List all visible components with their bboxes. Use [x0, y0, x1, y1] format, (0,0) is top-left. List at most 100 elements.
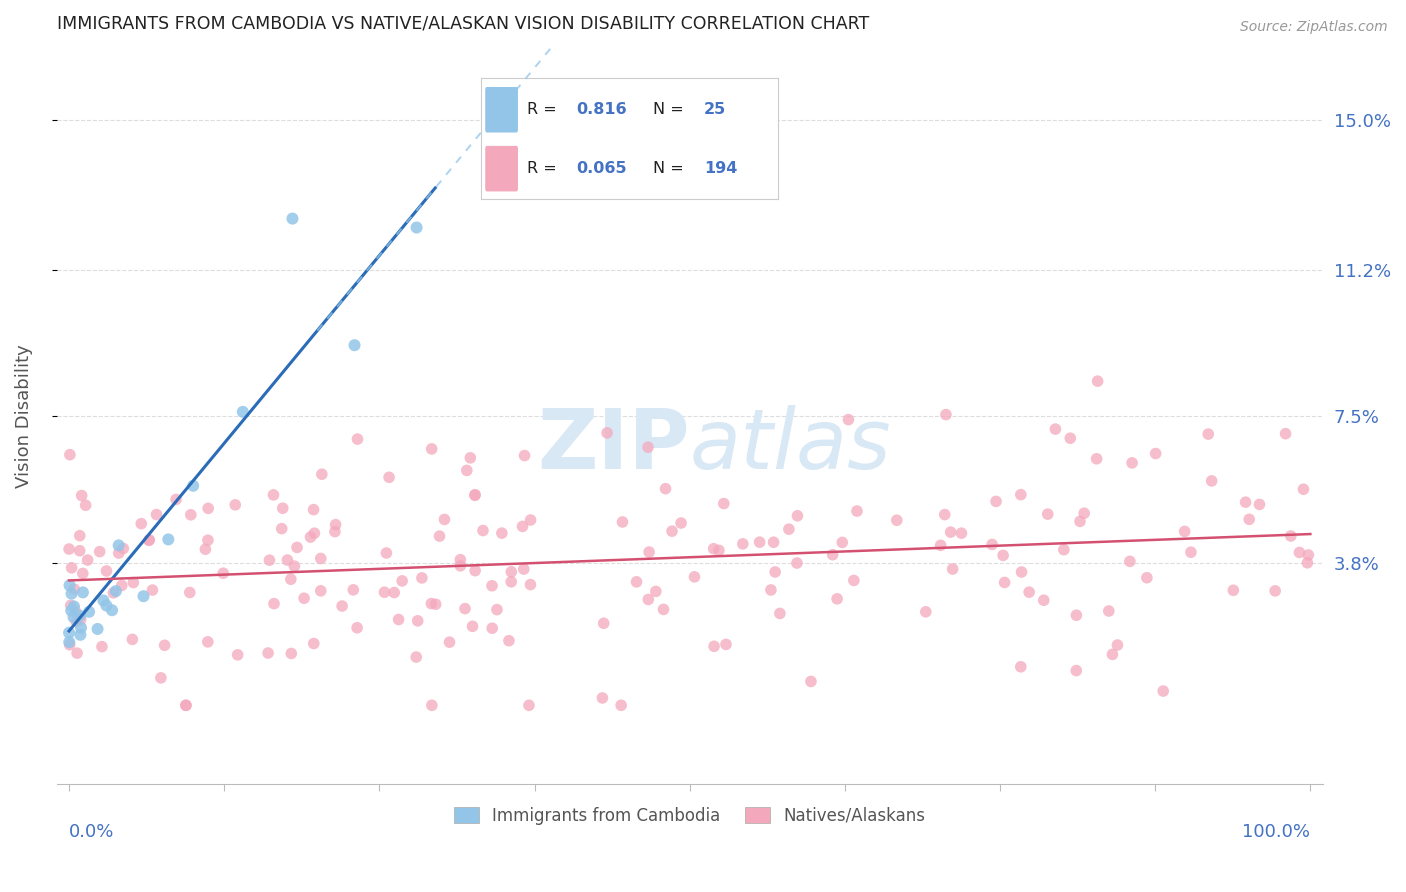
Point	[1136, 571, 1159, 585]
Point	[1036, 507, 1059, 521]
Point	[58, 578, 80, 592]
Point	[748, 535, 770, 549]
Point	[405, 220, 427, 235]
Point	[501, 574, 523, 589]
Point	[145, 508, 167, 522]
Point	[762, 535, 785, 549]
Point	[984, 494, 1007, 508]
Point	[1101, 648, 1123, 662]
Point	[1085, 451, 1108, 466]
Point	[1298, 548, 1320, 562]
Point	[1237, 512, 1260, 526]
Point	[591, 690, 613, 705]
Point	[1234, 495, 1257, 509]
Point	[70, 621, 93, 635]
Point	[382, 585, 405, 599]
Point	[76, 553, 98, 567]
Point	[271, 501, 294, 516]
Point	[346, 432, 368, 446]
Point	[425, 597, 447, 611]
Point	[72, 585, 94, 599]
Point	[375, 546, 398, 560]
Point	[96, 564, 118, 578]
Point	[842, 574, 865, 588]
Point	[1107, 638, 1129, 652]
Point	[281, 211, 304, 226]
Point	[786, 556, 808, 570]
Point	[1045, 422, 1067, 436]
Point	[77, 605, 100, 619]
Text: atlas: atlas	[690, 405, 891, 486]
Point	[1010, 488, 1032, 502]
Text: 100.0%: 100.0%	[1243, 823, 1310, 841]
Text: IMMIGRANTS FROM CAMBODIA VS NATIVE/ALASKAN VISION DISABILITY CORRELATION CHART: IMMIGRANTS FROM CAMBODIA VS NATIVE/ALASK…	[56, 15, 869, 33]
Point	[1197, 427, 1219, 442]
Point	[302, 502, 325, 516]
Point	[1288, 545, 1310, 559]
Point	[517, 698, 540, 713]
Point	[731, 537, 754, 551]
Point	[103, 586, 125, 600]
Point	[378, 470, 401, 484]
Point	[637, 440, 659, 454]
Point	[283, 559, 305, 574]
Point	[1121, 456, 1143, 470]
Point	[91, 640, 114, 654]
Point	[406, 614, 429, 628]
Point	[107, 546, 129, 560]
Point	[485, 602, 508, 616]
Point	[778, 522, 800, 536]
Point	[69, 628, 91, 642]
Point	[825, 591, 848, 606]
Point	[942, 562, 965, 576]
Point	[276, 553, 298, 567]
Point	[59, 448, 82, 462]
Point	[1069, 514, 1091, 528]
Point	[63, 582, 86, 596]
Point	[405, 650, 427, 665]
Point	[302, 636, 325, 650]
Point	[197, 533, 219, 548]
Point	[439, 635, 461, 649]
Point	[1264, 583, 1286, 598]
Point	[1222, 583, 1244, 598]
Point	[831, 535, 853, 549]
Point	[449, 558, 471, 573]
Point	[512, 519, 534, 533]
Point	[981, 537, 1004, 551]
Point	[464, 488, 486, 502]
Point	[226, 648, 249, 662]
Point	[138, 533, 160, 547]
Point	[1018, 585, 1040, 599]
Point	[626, 574, 648, 589]
Point	[58, 625, 80, 640]
Point	[1010, 660, 1032, 674]
Point	[1292, 482, 1315, 496]
Text: ZIP: ZIP	[537, 405, 690, 486]
Point	[763, 565, 786, 579]
Point	[174, 698, 197, 713]
Point	[472, 524, 495, 538]
Point	[96, 599, 118, 613]
Point	[703, 541, 725, 556]
Point	[129, 516, 152, 531]
Point	[661, 524, 683, 538]
Point	[1098, 604, 1121, 618]
Point	[197, 635, 219, 649]
Point	[65, 605, 87, 619]
Point	[481, 621, 503, 635]
Point	[1152, 684, 1174, 698]
Point	[60, 604, 83, 618]
Point	[429, 529, 451, 543]
Text: 0.0%: 0.0%	[69, 823, 114, 841]
Point	[1249, 498, 1271, 512]
Point	[638, 545, 661, 559]
Point	[939, 525, 962, 540]
Point	[994, 575, 1017, 590]
Point	[491, 526, 513, 541]
Point	[270, 522, 292, 536]
Point	[304, 526, 326, 541]
Point	[713, 497, 735, 511]
Point	[309, 551, 332, 566]
Point	[652, 602, 675, 616]
